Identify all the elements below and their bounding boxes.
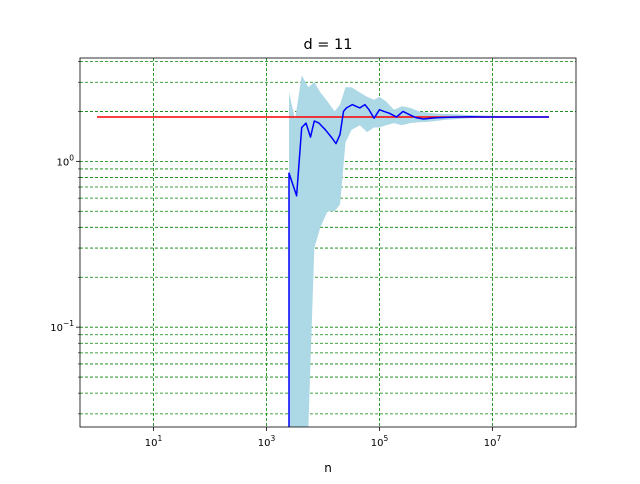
x-axis-ticks: 101 103 105 107	[145, 427, 502, 449]
band-area	[289, 75, 549, 428]
chart-title: d = 11	[303, 37, 352, 53]
y-tick-label: 10−1	[50, 319, 74, 334]
x-tick-label: 101	[145, 434, 163, 449]
y-axis-ticks: 10−1 100	[50, 61, 80, 415]
plot-frame	[79, 57, 577, 428]
x-tick-label: 105	[371, 434, 389, 449]
series-line	[288, 103, 549, 427]
series-lines	[288, 103, 549, 427]
x-axis-label: n	[324, 461, 332, 475]
x-tick-label: 103	[258, 434, 276, 449]
axes-frame	[79, 57, 577, 428]
x-tick-label: 107	[484, 434, 502, 449]
y-tick-label: 100	[56, 153, 74, 168]
confidence-band	[289, 75, 549, 428]
